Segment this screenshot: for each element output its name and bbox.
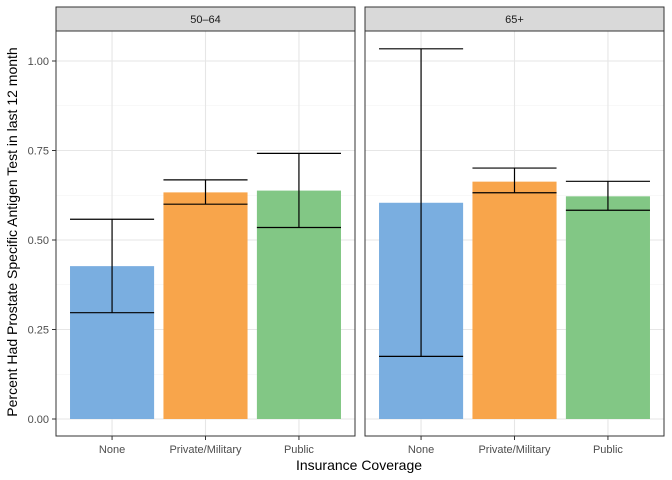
bar bbox=[163, 192, 248, 419]
error-bar bbox=[565, 180, 650, 211]
bar bbox=[472, 181, 557, 419]
y-axis-title: Percent Had Prostate Specific Antigen Te… bbox=[4, 47, 20, 416]
facet-panel: 50–64 None Private/Military Public bbox=[55, 6, 356, 456]
error-bar bbox=[70, 218, 155, 314]
y-tick-label: 1.00 bbox=[28, 56, 49, 68]
x-tick-label: None bbox=[99, 444, 125, 456]
facet-strip bbox=[55, 6, 356, 32]
facet-panel: 65+ None Private/Military Public bbox=[364, 6, 665, 456]
error-bar bbox=[163, 179, 248, 205]
facet-strip-label: 65+ bbox=[505, 14, 524, 26]
bar bbox=[256, 190, 341, 419]
x-tick-label: Private/Military bbox=[169, 444, 242, 456]
x-tick-label: Public bbox=[593, 444, 623, 456]
facet-strip bbox=[364, 6, 665, 32]
error-bar bbox=[379, 48, 464, 357]
y-axis: 0.00 0.25 0.50 0.75 1.00 bbox=[28, 56, 56, 426]
y-tick-label: 0.75 bbox=[28, 146, 49, 158]
error-bar bbox=[472, 167, 557, 194]
bar bbox=[565, 196, 650, 419]
y-tick-label: 0.00 bbox=[28, 414, 49, 426]
error-bar bbox=[256, 152, 341, 229]
x-axis-title: Insurance Coverage bbox=[296, 457, 422, 473]
facet-panels: 50–64 None Private/Military Public 65+ None Pr… bbox=[55, 6, 665, 456]
y-tick-label: 0.50 bbox=[28, 235, 49, 247]
x-tick-label: Private/Military bbox=[478, 444, 551, 456]
x-tick-label: Public bbox=[284, 444, 314, 456]
y-tick-label: 0.25 bbox=[28, 325, 49, 337]
facet-strip-label: 50–64 bbox=[190, 14, 221, 26]
x-tick-label: None bbox=[408, 444, 434, 456]
